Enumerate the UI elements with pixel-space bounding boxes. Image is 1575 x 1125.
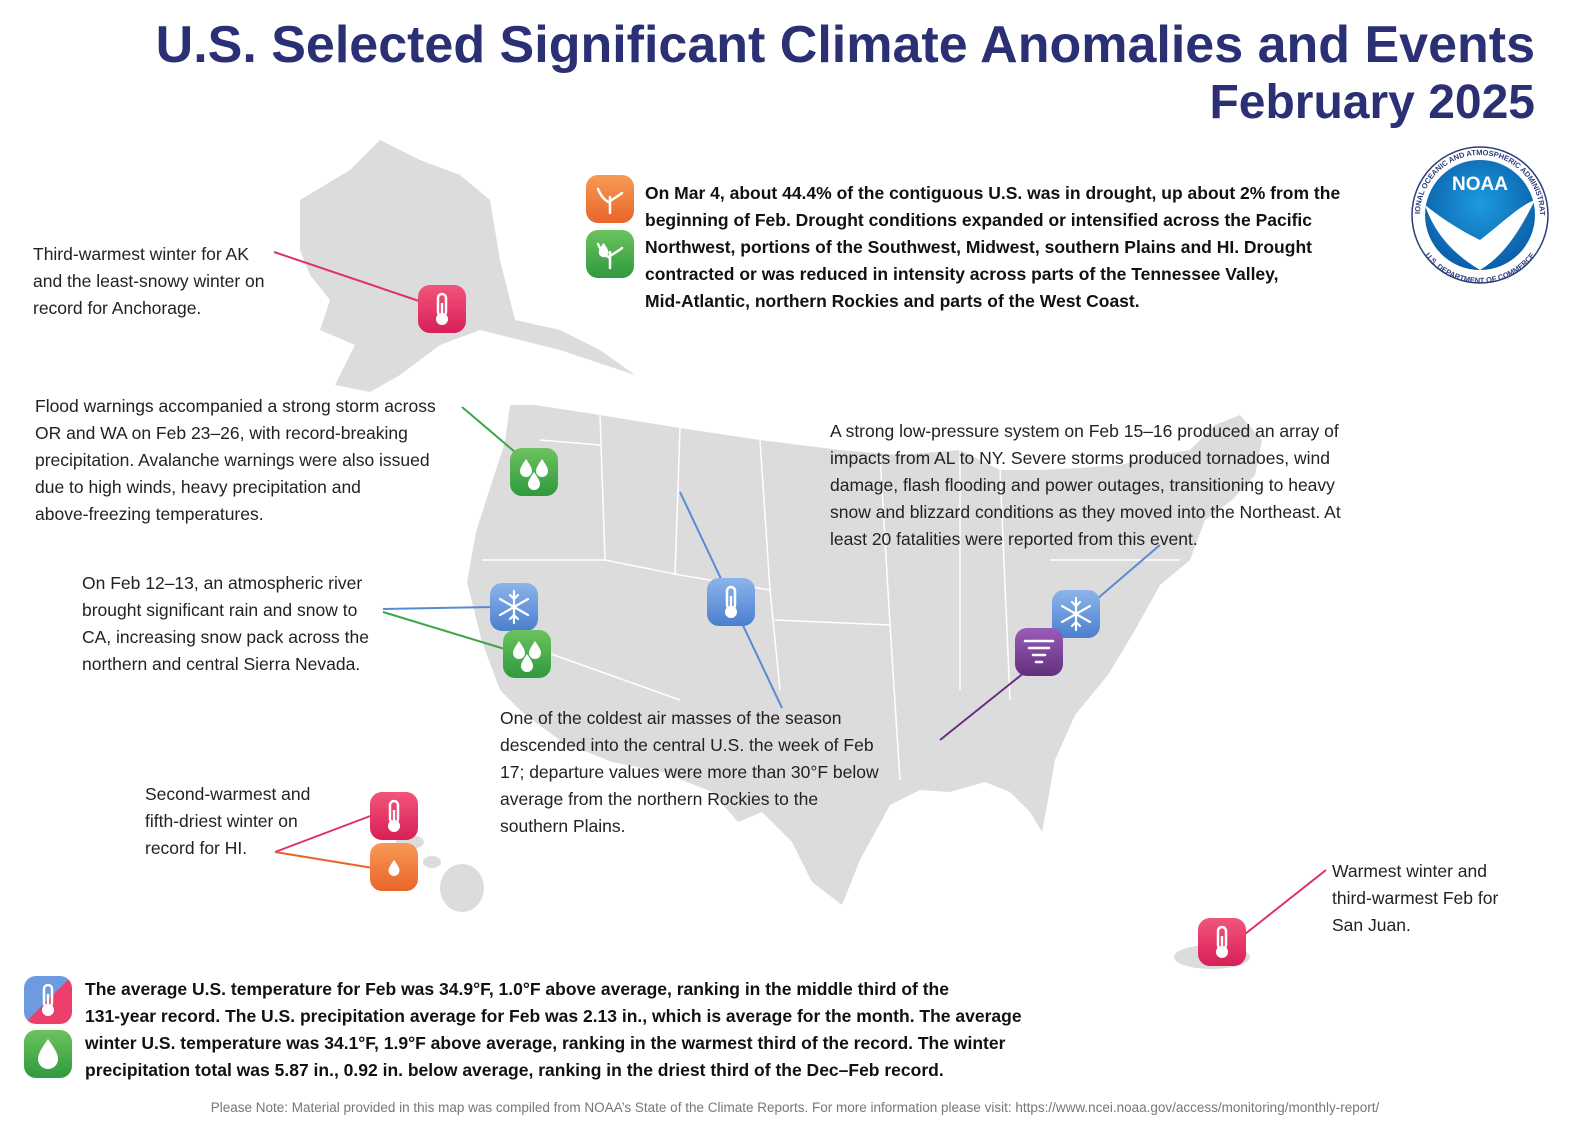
- tornado-icon: [1015, 628, 1063, 676]
- hawaii-dry-icon: [370, 843, 418, 891]
- annotation-line: least 20 fatalities were reported from t…: [830, 529, 1198, 549]
- annotation-line: beginning of Feb. Drought conditions exp…: [645, 210, 1312, 230]
- annotation-line: San Juan.: [1332, 915, 1411, 935]
- summary-line: precipitation total was 5.87 in., 0.92 i…: [85, 1060, 944, 1080]
- annotation-line: Third-warmest winter for AK: [33, 244, 249, 264]
- logo-name: NOAA: [1452, 174, 1508, 195]
- annotation-line: record for HI.: [145, 838, 247, 858]
- annotation-line: Second-warmest and: [145, 784, 310, 804]
- annotation-line: snow and blizzard conditions as they mov…: [830, 502, 1341, 522]
- annotation-line: On Mar 4, about 44.4% of the contiguous …: [645, 183, 1340, 203]
- temperature-icon: [24, 976, 72, 1024]
- annotation-line: One of the coldest air masses of the sea…: [500, 708, 841, 728]
- summary-line: The average U.S. temperature for Feb was…: [85, 979, 949, 999]
- cold-icon: [707, 578, 755, 626]
- annotation-line: above-freezing temperatures.: [35, 504, 264, 524]
- annotation-line: and the least-snowy winter on: [33, 271, 265, 291]
- alaska-warm-icon: [418, 285, 466, 333]
- footnote: Please Note: Material provided in this m…: [211, 1100, 1380, 1115]
- annotation-line: impacts from AL to NY. Severe storms pro…: [830, 448, 1330, 468]
- snow-icon: [490, 583, 538, 631]
- summary-line: 131-year record. The U.S. precipitation …: [85, 1006, 1022, 1026]
- annotation-line: third-warmest Feb for: [1332, 888, 1498, 908]
- annotation-line: fifth-driest winter on: [145, 811, 298, 831]
- annotation-line: descended into the central U.S. the week…: [500, 735, 874, 755]
- annotation-line: average from the northern Rockies to the: [500, 789, 818, 809]
- rain-icon: [503, 630, 551, 678]
- annotation-line: On Feb 12–13, an atmospheric river: [82, 573, 362, 593]
- annotation-line: CA, increasing snow pack across the: [82, 627, 369, 647]
- annotation-line: southern Plains.: [500, 816, 626, 836]
- annotation-line: 17; departure values were more than 30°F…: [500, 762, 879, 782]
- flood-icon: [510, 448, 558, 496]
- annotation-line: damage, flash flooding and power outages…: [830, 475, 1335, 495]
- summary-line: winter U.S. temperature was 34.1°F, 1.9°…: [84, 1033, 1006, 1053]
- annotation-line: A strong low-pressure system on Feb 15–1…: [830, 421, 1339, 441]
- annotation-line: due to high winds, heavy precipitation a…: [35, 477, 361, 497]
- annotation-line: precipitation. Avalanche warnings were a…: [35, 450, 430, 470]
- title: U.S. Selected Significant Climate Anomal…: [156, 16, 1535, 74]
- annotation-line: northern and central Sierra Nevada.: [82, 654, 360, 674]
- annotation-line: brought significant rain and snow to: [82, 600, 357, 620]
- alaska: [300, 140, 635, 392]
- hawaii-island: [440, 864, 484, 912]
- annotation-line: Northwest, portions of the Southwest, Mi…: [645, 237, 1312, 257]
- annotation-line: Mid-Atlantic, northern Rockies and parts…: [645, 291, 1140, 311]
- annotation-line: contracted or was reduced in intensity a…: [645, 264, 1278, 284]
- precipitation-icon: [24, 1030, 72, 1078]
- contiguous-us: [467, 405, 1262, 905]
- drought-icon: [586, 175, 634, 223]
- san-juan-warm-icon: [1198, 918, 1246, 966]
- snow-icon: [1052, 590, 1100, 638]
- hawaii-warm-icon: [370, 792, 418, 840]
- annotation-line: OR and WA on Feb 23–26, with record-brea…: [35, 423, 408, 443]
- icons: [24, 175, 1246, 1078]
- subtitle: February 2025: [1209, 76, 1535, 129]
- state-lines: [482, 414, 1180, 781]
- annotation-line: Warmest winter and: [1332, 861, 1487, 881]
- annotation-line: record for Anchorage.: [33, 298, 201, 318]
- annotation-line: Flood warnings accompanied a strong stor…: [35, 396, 436, 416]
- hawaii-islands: [423, 856, 441, 868]
- drought-improve-icon: [586, 230, 634, 278]
